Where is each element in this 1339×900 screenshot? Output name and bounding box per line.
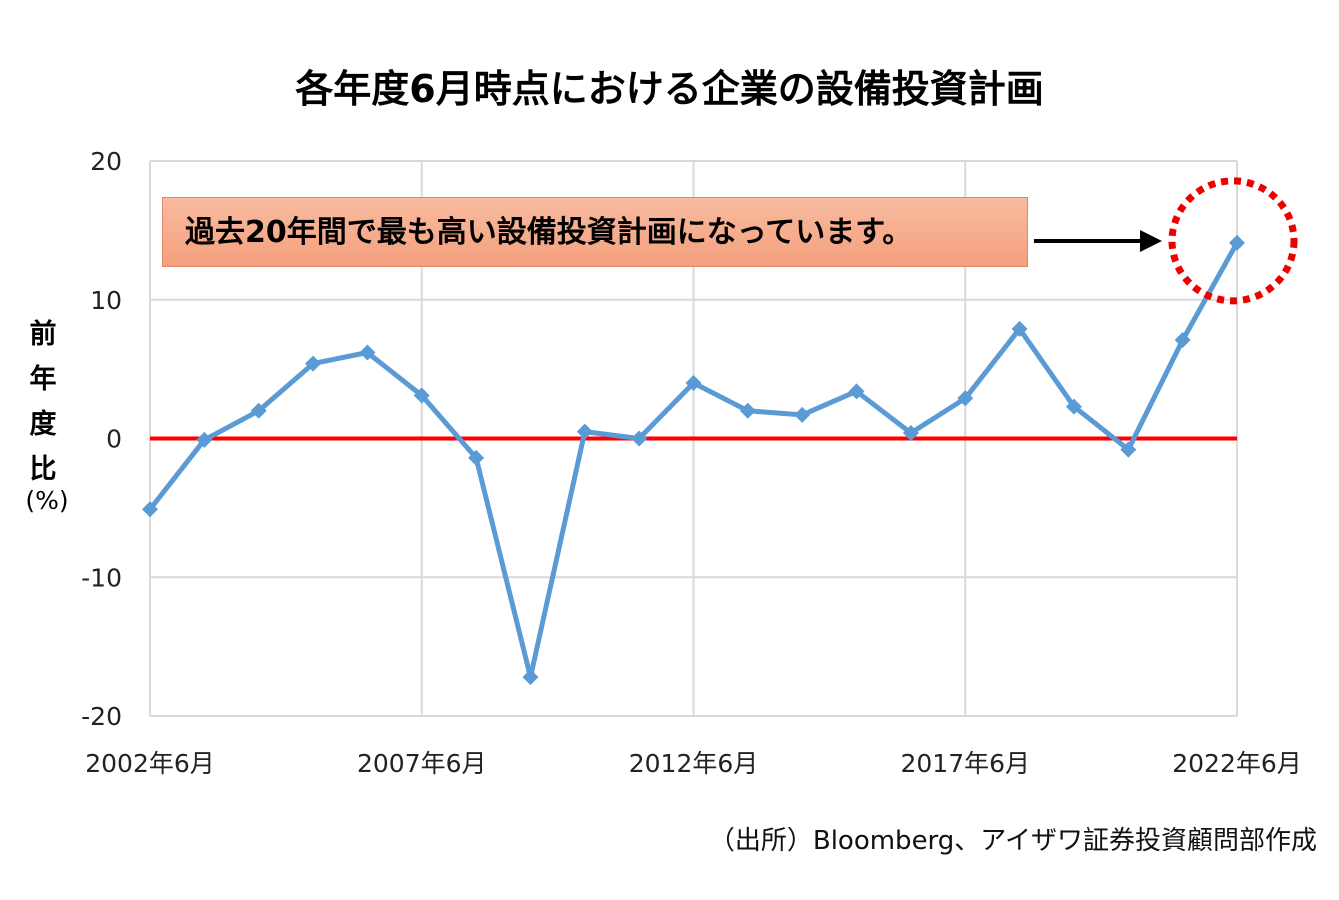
data-point <box>522 669 539 686</box>
data-point <box>848 383 865 400</box>
x-tick-label: 2007年6月 <box>357 749 487 778</box>
data-point <box>1229 234 1245 251</box>
callout-box: 過去20年間で最も高い設備投資計画になっています。 <box>162 197 1028 267</box>
y-axis-label: 前 年 度 比 <box>20 312 66 492</box>
x-tick-label: 2017年6月 <box>900 749 1030 778</box>
data-point <box>902 424 919 441</box>
y-axis-label-char: 比 <box>29 454 57 485</box>
data-point <box>1065 398 1082 415</box>
data-point <box>196 431 213 448</box>
x-tick-label: 2002年6月 <box>85 749 215 778</box>
data-point <box>250 402 267 419</box>
data-point <box>685 375 702 391</box>
data-point <box>468 449 485 466</box>
x-tick-label: 2012年6月 <box>629 749 759 778</box>
data-point <box>1120 441 1137 458</box>
highlight-circle <box>1168 177 1298 305</box>
chart-title: 各年度6月時点における企業の設備投資計画 <box>295 67 1044 111</box>
data-point <box>1011 320 1028 337</box>
x-tick-label: 2022年6月 <box>1172 749 1302 778</box>
y-tick-label: -20 <box>81 702 122 731</box>
y-tick-label: 10 <box>90 286 122 315</box>
x-tick-labels: 2002年6月 2007年6月 2012年6月 2017年6月 2022年6月 <box>85 749 1302 778</box>
y-axis-unit: (%) <box>25 486 69 515</box>
data-point <box>631 430 648 447</box>
data-markers <box>142 234 1245 686</box>
arrow <box>1034 230 1162 252</box>
y-tick-labels: 20 10 0 -10 -20 <box>81 147 122 731</box>
y-tick-label: -10 <box>81 563 122 592</box>
data-point <box>1174 331 1191 348</box>
y-axis-label-char: 度 <box>29 409 57 440</box>
source-note: （出所）Bloomberg、アイザワ証券投資顧問部作成 <box>708 826 1317 856</box>
data-point <box>142 501 158 518</box>
data-point <box>359 344 376 361</box>
y-axis-label-char: 前 <box>29 319 57 350</box>
y-tick-label: 20 <box>90 147 122 176</box>
data-point <box>576 423 593 440</box>
data-point <box>739 402 756 419</box>
data-point <box>413 387 430 404</box>
y-tick-label: 0 <box>106 425 122 454</box>
data-point <box>794 406 811 423</box>
data-point <box>957 390 974 407</box>
y-axis-label-char: 年 <box>29 364 57 395</box>
data-point <box>305 355 322 372</box>
